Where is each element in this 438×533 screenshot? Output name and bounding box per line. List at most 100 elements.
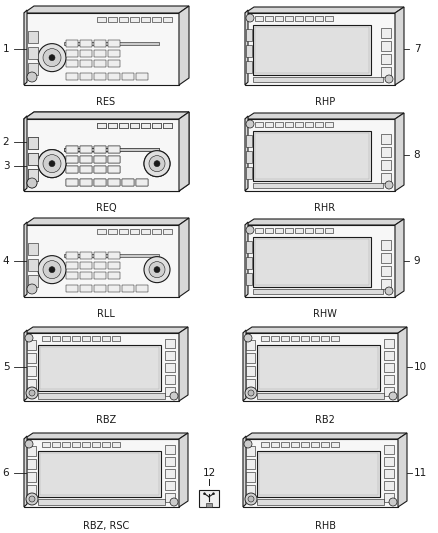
Bar bbox=[38, 451, 161, 497]
Text: RHP: RHP bbox=[315, 97, 335, 107]
Circle shape bbox=[27, 178, 37, 188]
Bar bbox=[94, 179, 106, 186]
Polygon shape bbox=[24, 112, 189, 119]
Bar bbox=[246, 446, 255, 456]
Text: RBZ, RSC: RBZ, RSC bbox=[83, 521, 129, 531]
Text: REQ: REQ bbox=[95, 203, 117, 213]
Circle shape bbox=[144, 151, 170, 176]
Bar bbox=[265, 16, 273, 21]
Bar bbox=[381, 28, 391, 38]
Bar bbox=[24, 439, 179, 507]
Polygon shape bbox=[243, 330, 246, 401]
Bar bbox=[72, 336, 80, 341]
Bar bbox=[245, 13, 395, 85]
Bar bbox=[108, 166, 120, 173]
Bar bbox=[130, 17, 139, 22]
Bar bbox=[165, 445, 175, 454]
Bar bbox=[315, 228, 323, 233]
Bar bbox=[108, 60, 120, 67]
Polygon shape bbox=[24, 330, 27, 401]
Bar bbox=[291, 336, 299, 341]
Bar bbox=[243, 333, 398, 401]
Bar bbox=[259, 453, 378, 495]
Bar bbox=[80, 285, 92, 292]
Bar bbox=[253, 25, 371, 75]
Polygon shape bbox=[179, 433, 188, 507]
Circle shape bbox=[248, 390, 254, 396]
Bar bbox=[291, 442, 299, 447]
Text: 8: 8 bbox=[413, 150, 420, 160]
Polygon shape bbox=[24, 218, 189, 225]
Circle shape bbox=[49, 266, 55, 273]
Bar bbox=[27, 472, 36, 482]
Circle shape bbox=[26, 493, 38, 505]
Bar bbox=[119, 123, 128, 128]
Circle shape bbox=[29, 496, 35, 502]
Polygon shape bbox=[395, 7, 404, 85]
Polygon shape bbox=[24, 6, 189, 13]
Bar bbox=[97, 123, 106, 128]
Bar bbox=[122, 179, 134, 186]
Bar bbox=[80, 50, 92, 57]
Bar bbox=[163, 123, 172, 128]
Bar bbox=[66, 285, 78, 292]
Bar bbox=[315, 122, 323, 127]
Bar bbox=[108, 262, 120, 269]
Bar bbox=[108, 40, 120, 47]
Bar bbox=[243, 439, 398, 507]
Bar bbox=[136, 179, 148, 186]
Circle shape bbox=[144, 151, 170, 176]
Bar bbox=[119, 123, 128, 128]
Bar bbox=[28, 243, 38, 255]
Bar bbox=[285, 122, 293, 127]
Text: 6: 6 bbox=[3, 468, 9, 478]
Bar bbox=[246, 241, 252, 253]
Polygon shape bbox=[243, 433, 407, 439]
Bar bbox=[66, 262, 78, 269]
Bar bbox=[152, 123, 161, 128]
Polygon shape bbox=[24, 222, 27, 297]
Bar bbox=[28, 31, 38, 43]
Bar bbox=[381, 266, 391, 276]
Bar bbox=[381, 134, 391, 144]
Bar bbox=[255, 228, 263, 233]
Circle shape bbox=[25, 334, 33, 342]
Circle shape bbox=[43, 261, 61, 279]
Circle shape bbox=[246, 120, 254, 128]
Text: 1: 1 bbox=[3, 44, 9, 54]
Bar bbox=[108, 179, 120, 186]
Bar bbox=[80, 262, 92, 269]
Polygon shape bbox=[179, 6, 189, 85]
Bar bbox=[261, 336, 269, 341]
Circle shape bbox=[27, 178, 37, 188]
Bar bbox=[62, 442, 70, 447]
Bar bbox=[112, 336, 120, 341]
Bar bbox=[97, 123, 106, 128]
Bar bbox=[384, 469, 394, 478]
Bar bbox=[165, 481, 175, 490]
Bar bbox=[122, 73, 134, 80]
Bar bbox=[245, 119, 395, 191]
Bar bbox=[28, 169, 38, 181]
Bar bbox=[38, 393, 165, 399]
Bar bbox=[80, 73, 92, 80]
Text: 5: 5 bbox=[3, 362, 9, 372]
Bar bbox=[108, 123, 117, 128]
Bar bbox=[82, 442, 90, 447]
Bar bbox=[108, 179, 120, 186]
Bar bbox=[246, 340, 255, 350]
Bar bbox=[80, 146, 92, 153]
Bar bbox=[246, 485, 255, 495]
Bar bbox=[94, 285, 106, 292]
Bar bbox=[136, 179, 148, 186]
Bar bbox=[66, 179, 78, 186]
Bar bbox=[253, 131, 371, 181]
Circle shape bbox=[149, 156, 165, 172]
Bar bbox=[152, 229, 161, 234]
Bar bbox=[28, 259, 38, 271]
Circle shape bbox=[38, 150, 66, 177]
Polygon shape bbox=[245, 116, 248, 191]
Polygon shape bbox=[245, 10, 248, 85]
Bar bbox=[255, 27, 369, 73]
Bar bbox=[275, 16, 283, 21]
